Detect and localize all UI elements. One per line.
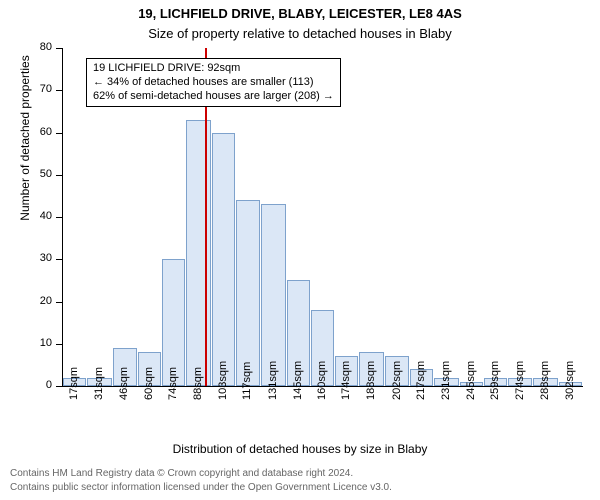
chart-title-subtitle: Size of property relative to detached ho… xyxy=(0,26,600,41)
y-tick-label: 0 xyxy=(28,379,52,391)
y-tick xyxy=(56,90,62,91)
y-tick xyxy=(56,259,62,260)
y-tick-label: 80 xyxy=(28,41,52,53)
y-tick xyxy=(56,133,62,134)
histogram-bar xyxy=(212,133,235,387)
footer-copyright-1: Contains HM Land Registry data © Crown c… xyxy=(10,468,353,479)
y-tick-label: 60 xyxy=(28,126,52,138)
chart-title-address: 19, LICHFIELD DRIVE, BLABY, LEICESTER, L… xyxy=(0,6,600,21)
histogram-bar xyxy=(236,200,259,386)
histogram-bar xyxy=(186,120,211,386)
annotation-line-1: 19 LICHFIELD DRIVE: 92sqm xyxy=(93,62,334,76)
y-tick-label: 40 xyxy=(28,210,52,222)
x-axis-label: Distribution of detached houses by size … xyxy=(0,442,600,456)
y-tick-label: 20 xyxy=(28,295,52,307)
y-tick-label: 50 xyxy=(28,168,52,180)
footer-copyright-2: Contains public sector information licen… xyxy=(10,482,392,493)
y-tick xyxy=(56,302,62,303)
annotation-line-3: 62% of semi-detached houses are larger (… xyxy=(93,90,334,104)
y-tick xyxy=(56,386,62,387)
histogram-bar xyxy=(261,204,286,386)
y-tick xyxy=(56,217,62,218)
y-tick xyxy=(56,344,62,345)
y-tick-label: 30 xyxy=(28,252,52,264)
reference-annotation: 19 LICHFIELD DRIVE: 92sqm ← 34% of detac… xyxy=(86,58,341,107)
y-tick xyxy=(56,175,62,176)
y-tick xyxy=(56,48,62,49)
y-tick-label: 10 xyxy=(28,337,52,349)
figure: 19, LICHFIELD DRIVE, BLABY, LEICESTER, L… xyxy=(0,0,600,500)
y-tick-label: 70 xyxy=(28,83,52,95)
annotation-line-2: ← 34% of detached houses are smaller (11… xyxy=(93,76,334,90)
